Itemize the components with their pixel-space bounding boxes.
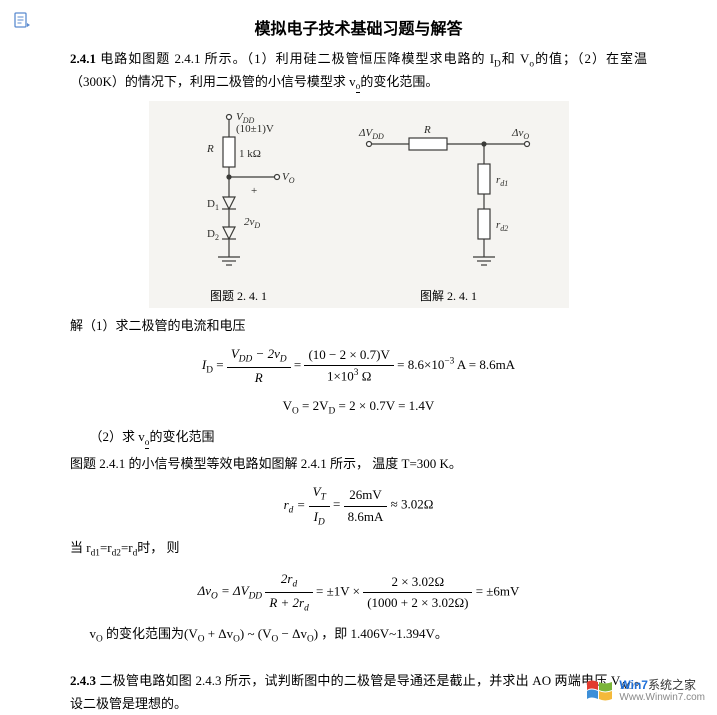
svg-text:R: R — [423, 124, 431, 136]
equation-dvo: ΔvO = ΔVDD 2rdR + 2rd = ±1V × 2 × 3.02Ω(… — [70, 569, 647, 616]
watermark-url: Www.Winwin7.com — [619, 692, 705, 703]
doc-tab-icon — [14, 12, 30, 30]
solution-head-2: （2）求 vo的变化范围 — [70, 427, 647, 450]
figure-right-caption: 图解 2. 4. 1 — [354, 287, 544, 306]
figure-left-caption: 图题 2. 4. 1 — [174, 287, 304, 306]
problem-text: 电路如图题 2.4.1 所示。（1）利用硅二极管恒压降模型求电路的 I — [100, 51, 494, 66]
watermark-brand-cn: 系统之家 — [648, 678, 696, 692]
svg-text:ΔVDD: ΔVDD — [358, 127, 384, 141]
problem-2-4-3: 2.4.3 二极管电路如图 2.4.3 所示，试判断图中的二极管是导通还是截止，… — [70, 671, 647, 714]
figure-left: VDD (10±1)V R 1 kΩ VO + — [174, 109, 304, 306]
svg-text:rd1: rd1 — [496, 174, 508, 188]
problem-2-4-1: 2.4.1 电路如图题 2.4.1 所示。（1）利用硅二极管恒压降模型求电路的 … — [70, 49, 647, 95]
solution-line-2: 图题 2.4.1 的小信号模型等效电路如图解 2.4.1 所示， 温度 T=30… — [70, 454, 647, 474]
solution-block: 解（1）求二极管的电流和电压 ID = VDD − 2vDR = (10 − 2… — [70, 316, 647, 647]
watermark-text: Win7系统之家 Www.Winwin7.com — [619, 679, 705, 703]
problem-number: 2.4.1 — [70, 51, 96, 66]
svg-text:ΔvO: ΔvO — [511, 127, 529, 141]
sub-id: D — [494, 59, 501, 69]
svg-text:1 kΩ: 1 kΩ — [239, 148, 261, 160]
watermark: Win7系统之家 Www.Winwin7.com — [585, 677, 705, 705]
problem-number: 2.4.3 — [70, 673, 96, 688]
page-title: 模拟电子技术基础习题与解答 — [70, 18, 647, 43]
problem-text: 二极管电路如图 2.4.3 所示，试判断图中的二极管是导通还是截止，并求出 AO… — [99, 673, 620, 688]
equation-rd: rd = VTID = 26mV8.6mA ≈ 3.02Ω — [70, 482, 647, 529]
watermark-brand: Win7 — [619, 678, 648, 692]
equation-id: ID = VDD − 2vDR = (10 − 2 × 0.7)V1×103 Ω… — [70, 344, 647, 388]
svg-text:VO: VO — [282, 171, 295, 185]
svg-text:(10±1)V: (10±1)V — [236, 123, 274, 135]
equation-vo: VO = 2VD = 2 × 0.7V = 1.4V — [70, 396, 647, 419]
solution-line-3: 当 rd1=rd2=rd时， 则 — [70, 538, 647, 561]
svg-text:rd2: rd2 — [496, 219, 508, 233]
problem-text: 和 V — [501, 51, 530, 66]
windows-flag-icon — [585, 677, 615, 705]
svg-text:2vD: 2vD — [244, 216, 260, 230]
svg-text:D2: D2 — [207, 228, 219, 242]
solution-head-1: 解（1）求二极管的电流和电压 — [70, 316, 647, 336]
problem-text: 的变化范围。 — [360, 74, 438, 89]
svg-text:D1: D1 — [207, 198, 219, 212]
solution-line-4: vO 的变化范围为(VO + ΔvO) ~ (VO − ΔvO) ，即 1.40… — [70, 624, 647, 647]
figure-right: ΔVDD R ΔvO rd1 rd2 — [354, 109, 544, 306]
svg-text:+: + — [251, 185, 257, 197]
page-body: 模拟电子技术基础习题与解答 2.4.1 电路如图题 2.4.1 所示。（1）利用… — [0, 0, 717, 714]
svg-text:R: R — [206, 143, 214, 155]
figure-panel: VDD (10±1)V R 1 kΩ VO + — [149, 101, 569, 308]
